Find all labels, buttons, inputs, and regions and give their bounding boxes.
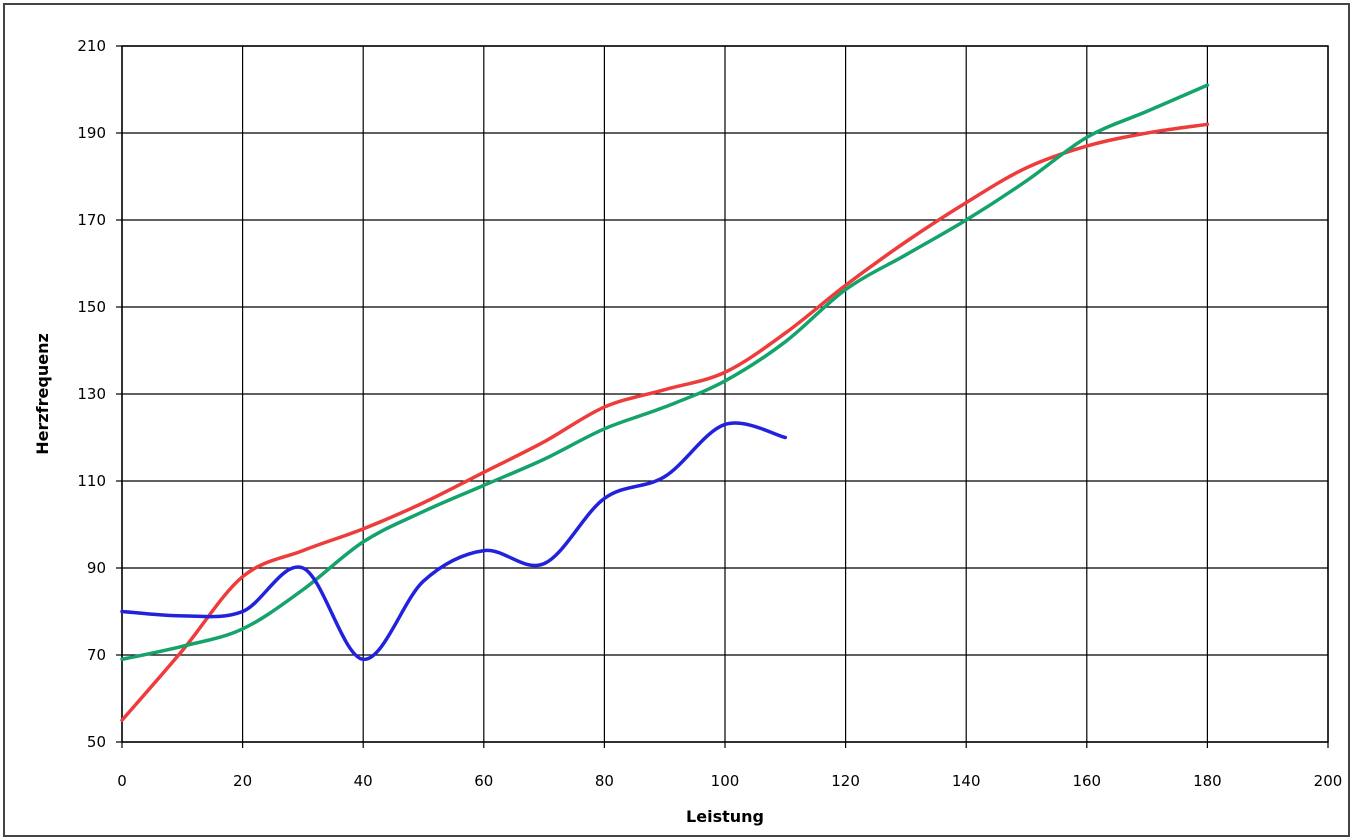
- x-tick-label: 180: [1193, 772, 1222, 790]
- x-axis-title: Leistung: [686, 807, 764, 826]
- y-tick-label: 130: [77, 385, 106, 403]
- series-line-3: [120, 421, 788, 662]
- x-axis-ticks: 0 20 40 60 80 100 120 140 160 180 200: [117, 742, 1342, 790]
- y-tick-label: 190: [77, 124, 106, 142]
- x-tick-label: 140: [952, 772, 981, 790]
- x-tick-label: 160: [1072, 772, 1101, 790]
- x-tick-label: 80: [595, 772, 614, 790]
- x-tick-label: 100: [711, 772, 740, 790]
- chart-outer-border: [3, 3, 1350, 837]
- y-tick-label: 150: [77, 298, 106, 316]
- x-tick-label: 0: [117, 772, 127, 790]
- y-tick-label: 90: [87, 559, 106, 577]
- series-line-2: [120, 83, 1210, 662]
- y-tick-label: 210: [77, 37, 106, 55]
- x-tick-label: 20: [233, 772, 252, 790]
- x-tick-label: 40: [354, 772, 373, 790]
- x-tick-label: 60: [474, 772, 493, 790]
- series-line-1: [120, 122, 1210, 722]
- y-tick-label: 170: [77, 211, 106, 229]
- x-tick-label: 200: [1314, 772, 1343, 790]
- y-tick-label: 70: [87, 646, 106, 664]
- y-tick-label: 50: [87, 733, 106, 751]
- y-tick-label: 110: [77, 472, 106, 490]
- y-axis-title: Herzfrequenz: [33, 333, 52, 455]
- series-lines: [120, 83, 1210, 722]
- x-tick-label: 120: [831, 772, 860, 790]
- y-axis-ticks: 50 70 90 110 130 150 170 190 210: [77, 37, 122, 751]
